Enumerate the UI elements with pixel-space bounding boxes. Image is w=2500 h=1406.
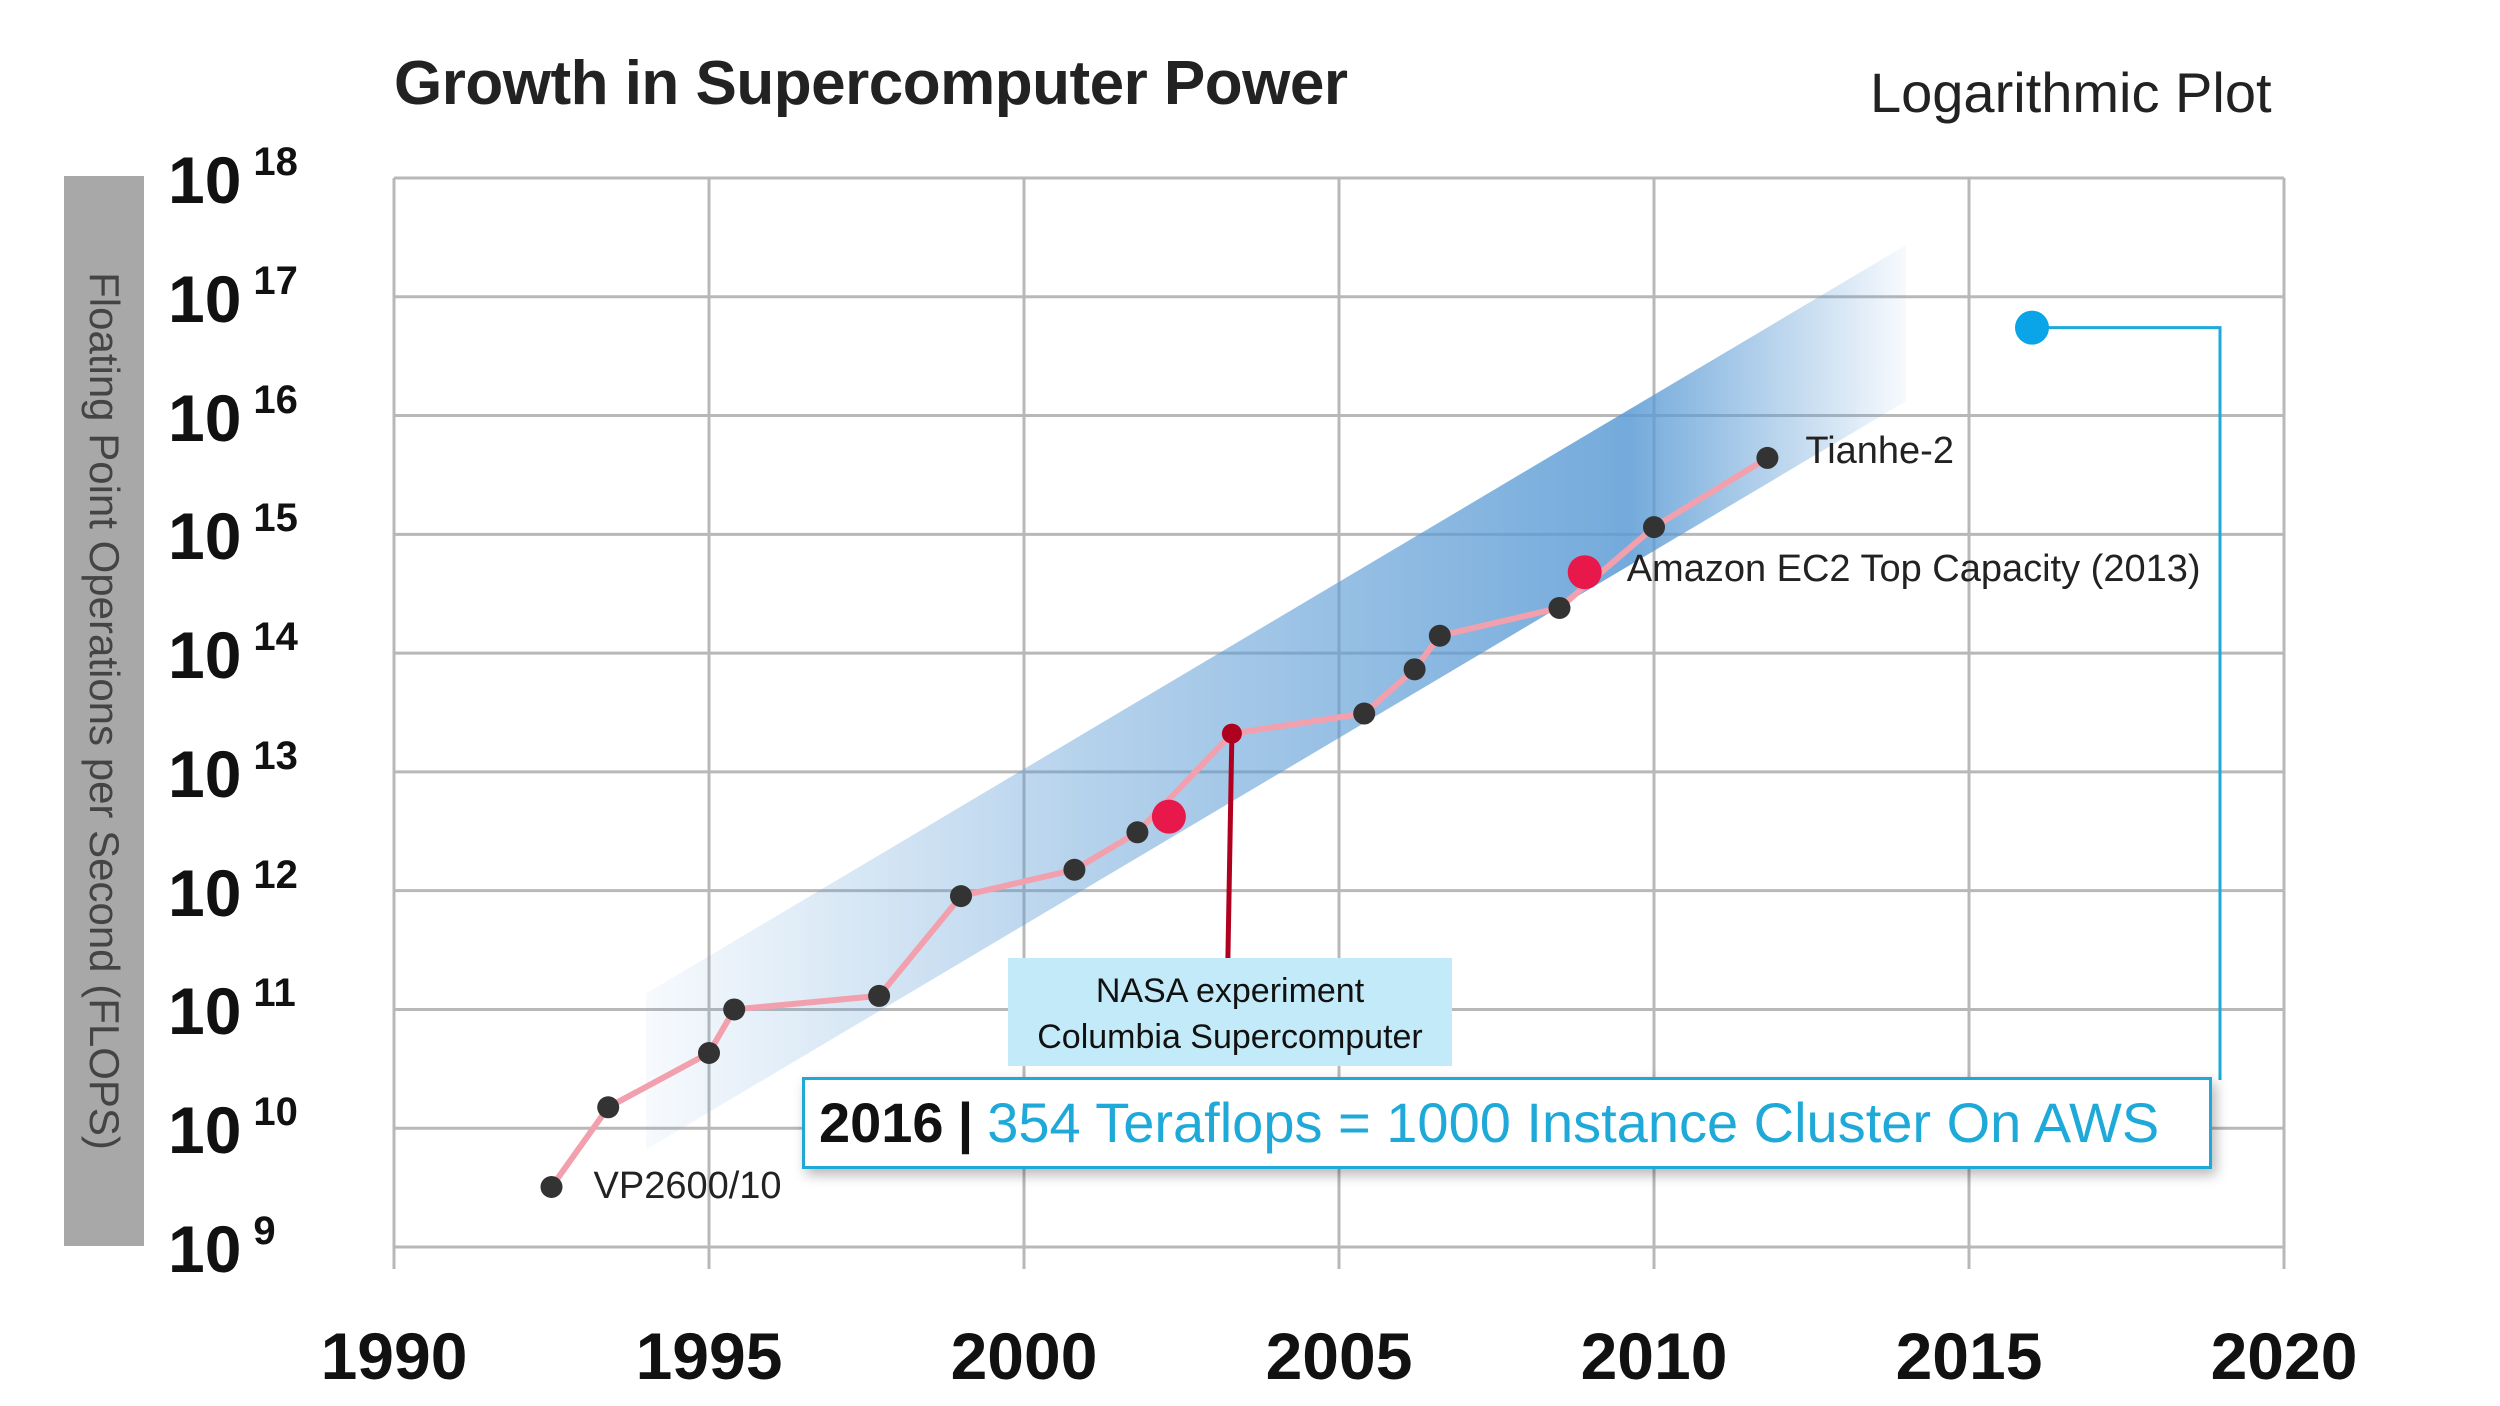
y-tick-exponent: 12 — [253, 852, 298, 897]
data-point — [1428, 624, 1451, 647]
y-axis-label-panel — [64, 176, 144, 1246]
y-tick-base: 10 — [168, 380, 242, 455]
y-tick-exponent: 17 — [253, 258, 298, 303]
trend-band — [646, 245, 1906, 1150]
data-points — [540, 310, 2049, 1198]
y-tick-label: 10 12 — [168, 853, 298, 931]
x-tick-label: 2010 — [1580, 1319, 1728, 1393]
y-tick-exponent: 16 — [253, 377, 298, 422]
y-tick-exponent: 14 — [253, 615, 298, 660]
y-tick-base: 10 — [168, 855, 242, 930]
x-tick-label: 1990 — [320, 1319, 468, 1393]
aws-callout-year: 2016 — [819, 1091, 944, 1154]
y-tick-exponent: 11 — [253, 971, 296, 1016]
y-tick-base: 10 — [168, 261, 242, 336]
y-tick-exponent: 10 — [253, 1090, 298, 1135]
nasa-callout-line2: Columbia Supercomputer — [1037, 1018, 1423, 1056]
data-point — [950, 885, 972, 908]
nasa-callout: NASA experiment Columbia Supercomputer — [1008, 958, 1452, 1066]
y-tick-label: 10 17 — [168, 259, 298, 337]
y-tick-base: 10 — [168, 736, 242, 811]
x-tick-label: 2005 — [1265, 1319, 1413, 1393]
data-point — [1126, 821, 1149, 844]
data-point — [540, 1175, 563, 1198]
nasa-callout-line1: NASA experiment — [1095, 972, 1365, 1010]
y-tick-label: 10 13 — [168, 734, 298, 812]
annotation-amazon-ec2: Amazon EC2 Top Capacity (2013) — [1626, 548, 2201, 591]
y-tick-exponent: 9 — [253, 1209, 276, 1253]
data-point — [1548, 596, 1571, 619]
highlight-point — [1567, 555, 1602, 590]
data-point — [1403, 658, 1426, 681]
y-tick-exponent: 18 — [253, 140, 298, 184]
data-point — [1353, 702, 1376, 725]
y-tick-exponent: 15 — [253, 496, 298, 541]
trend-band-shape — [646, 245, 1906, 1150]
data-point — [698, 1041, 720, 1064]
data-point — [1643, 516, 1665, 539]
annotation-vp2600: VP2600/10 — [593, 1164, 782, 1207]
x-tick-label: 2020 — [2210, 1319, 2358, 1393]
y-axis-label: Floating Point Operations per Second (FL… — [81, 272, 128, 1150]
chart-subtitle: Logarithmic Plot — [1870, 61, 2272, 124]
y-tick-label: 10 16 — [168, 378, 298, 456]
highlight-point — [1151, 799, 1186, 834]
aws-callout: 2016 | 354 Teraflops = 1000 Instance Clust… — [802, 1077, 2212, 1169]
data-point — [1756, 446, 1779, 469]
y-tick-label: 10 18 — [168, 140, 298, 218]
y-tick-label: 10 10 — [168, 1090, 298, 1168]
y-tick-base: 10 — [168, 143, 242, 217]
aws-callout-text: 354 Teraflops = 1000 Instance Cluster On… — [987, 1091, 2160, 1154]
data-point — [1221, 723, 1242, 744]
y-tick-label: 10 9 — [168, 1209, 276, 1287]
data-point — [1063, 858, 1086, 881]
annotation-tianhe-2: Tianhe-2 — [1805, 429, 1954, 472]
nasa-connector — [1225, 733, 1235, 959]
y-tick-label: 10 15 — [168, 496, 298, 574]
highlight-point — [2015, 310, 2049, 345]
y-tick-base: 10 — [168, 974, 242, 1049]
x-tick-label: 2015 — [1895, 1319, 2043, 1393]
callout-connectors — [1225, 326, 2222, 1080]
data-point — [868, 984, 891, 1007]
aws-connector — [2032, 326, 2222, 1080]
y-tick-base: 10 — [168, 1093, 242, 1168]
y-tick-base: 10 — [168, 618, 242, 693]
y-tick-base: 10 — [168, 499, 242, 574]
y-tick-label: 10 11 — [168, 971, 296, 1049]
data-point — [723, 998, 746, 1021]
aws-callout-separator: | — [957, 1091, 974, 1154]
y-tick-base: 10 — [168, 1212, 242, 1286]
x-tick-label: 2000 — [950, 1319, 1098, 1393]
y-tick-exponent: 13 — [253, 733, 298, 778]
x-tick-label: 1995 — [635, 1319, 783, 1393]
data-point — [597, 1096, 620, 1119]
chart-title: Growth in Supercomputer Power — [394, 49, 1348, 118]
y-tick-label: 10 14 — [168, 615, 298, 693]
